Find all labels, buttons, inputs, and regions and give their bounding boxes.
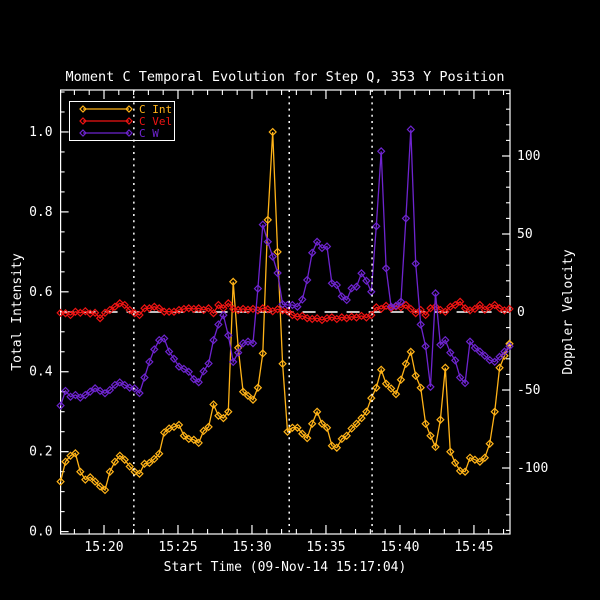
- legend-swatch: [79, 105, 133, 113]
- svg-text:0.4: 0.4: [29, 365, 53, 380]
- svg-text:0.6: 0.6: [29, 285, 52, 300]
- plot-area: 15:20 15:25 15:30 15:35 15:40 15:450.00.20.40…: [29, 89, 548, 555]
- svg-text:50: 50: [517, 227, 533, 242]
- chart-title: Moment C Temporal Evolution for Step Q, …: [66, 69, 505, 85]
- x-axis-label: Start Time (09-Nov-14 15:17:04): [164, 560, 407, 575]
- svg-text:0.0: 0.0: [29, 525, 52, 540]
- svg-text:15:20: 15:20: [84, 540, 123, 555]
- legend-item-c-vel: C Vel: [78, 115, 174, 127]
- legend-swatch: [79, 129, 133, 137]
- markers-c-w: [56, 125, 514, 410]
- svg-text:100: 100: [517, 149, 540, 164]
- svg-text:0.8: 0.8: [29, 205, 52, 220]
- svg-text:1.0: 1.0: [29, 125, 52, 140]
- y-left-axis-label: Total Intensity: [10, 253, 25, 371]
- svg-text:15:45: 15:45: [454, 540, 493, 555]
- x-axis-ticks: 15:20 15:25 15:30 15:35 15:40 15:45: [73, 90, 505, 555]
- legend: C Int C Vel C W: [69, 101, 175, 141]
- legend-item-c-w: C W: [78, 127, 174, 139]
- legend-swatch: [79, 117, 133, 125]
- legend-label: C W: [139, 126, 159, 140]
- legend-label: C Int: [139, 102, 173, 116]
- svg-text:15:30: 15:30: [232, 540, 271, 555]
- series-c-int: [56, 127, 514, 495]
- markers-c-int: [56, 127, 514, 495]
- markers-c-vel: [56, 297, 514, 325]
- svg-text:-50: -50: [517, 383, 540, 398]
- y-right-ticks: -100 -50 0 50 100: [502, 93, 548, 531]
- legend-label: C Vel: [139, 114, 173, 128]
- legend-item-c-int: C Int: [78, 103, 174, 115]
- y-right-axis-label: Doppler Velocity: [561, 249, 576, 374]
- svg-text:15:25: 15:25: [158, 540, 197, 555]
- svg-text:0: 0: [517, 305, 525, 320]
- svg-text:0.2: 0.2: [29, 445, 52, 460]
- series-c-w: [56, 125, 514, 410]
- svg-text:-100: -100: [517, 461, 548, 476]
- svg-text:15:40: 15:40: [380, 540, 419, 555]
- svg-text:15:35: 15:35: [306, 540, 345, 555]
- y-left-ticks: 0.0 0.2 0.4 0.6 0.8 1.0: [29, 91, 69, 540]
